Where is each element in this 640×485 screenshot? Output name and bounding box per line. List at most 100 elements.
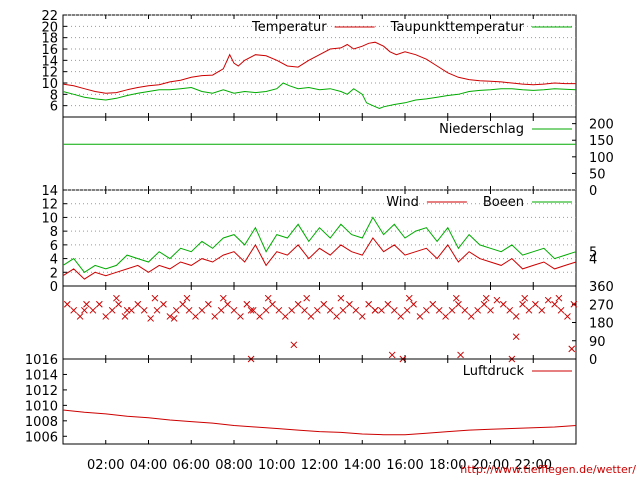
data-point (249, 306, 257, 314)
y-tick-label: 1008 (25, 415, 58, 430)
data-point (247, 306, 255, 314)
data-point (198, 306, 206, 314)
y-tick-label: 10 (41, 77, 58, 92)
data-point (307, 313, 315, 320)
data-point (555, 294, 563, 302)
data-point (113, 294, 120, 302)
data-point (89, 306, 97, 314)
data-point (281, 313, 289, 320)
y-tick-label: 0 (589, 184, 597, 199)
data-point (525, 306, 533, 314)
data-point (570, 300, 578, 308)
data-point (506, 306, 514, 314)
data-point (294, 300, 302, 308)
y-tick-label: 1014 (25, 368, 58, 383)
data-point (512, 313, 520, 320)
data-point (403, 306, 411, 314)
y-tick-label: 1006 (25, 430, 58, 445)
data-point (140, 306, 148, 314)
data-point (314, 306, 321, 314)
x-tick-label: 04:00 (130, 458, 167, 473)
y-tick-label: 22 (41, 9, 58, 24)
data-point (532, 300, 539, 308)
y-tick-label: 50 (589, 167, 606, 182)
data-point (564, 313, 571, 320)
panel-frame-wind-direction (62, 285, 577, 360)
data-point (243, 300, 251, 308)
data-point (183, 294, 191, 302)
data-point (544, 296, 552, 304)
data-point (333, 313, 340, 320)
data-point (166, 313, 174, 320)
data-point (108, 306, 116, 314)
y-tick-label: 14 (41, 184, 58, 199)
data-point (147, 315, 154, 322)
y-tick-label: 6 (50, 239, 58, 254)
data-point (290, 341, 298, 349)
data-point (405, 294, 413, 302)
right-tick-label: 4 (589, 253, 597, 268)
y-tick-label: 12 (41, 198, 58, 213)
data-point (115, 300, 122, 308)
data-point (237, 313, 244, 320)
data-point (416, 313, 424, 320)
y-tick-label: 20 (41, 20, 58, 35)
data-point (179, 300, 187, 308)
x-tick-label: 10:00 (258, 458, 295, 473)
data-point (320, 300, 328, 308)
y-tick-label: 12 (41, 66, 58, 81)
data-point (76, 313, 84, 320)
legend-label: Niederschlag (439, 122, 524, 137)
data-point (397, 313, 405, 320)
series-line-Luftdruck (62, 409, 577, 436)
data-point (487, 306, 494, 314)
data-point (538, 306, 546, 314)
x-tick-label: 08:00 (215, 458, 252, 473)
data-point (264, 294, 272, 302)
y-tick-label: 16 (41, 43, 58, 58)
y-tick-label: 360 (589, 280, 614, 295)
data-point (365, 300, 373, 308)
source-credit: http://www.tiefflegen.de/wetter/ (460, 463, 636, 476)
data-point (337, 294, 345, 302)
data-point (172, 306, 180, 314)
x-tick-label: 20:00 (472, 458, 509, 473)
data-point (256, 313, 264, 320)
data-point (474, 306, 482, 314)
data-point (303, 294, 311, 302)
series-line-Boeen (62, 216, 577, 273)
y-tick-label: 100 (589, 151, 614, 166)
y-tick-label: 0 (50, 280, 58, 295)
legend-label: Temperatur (251, 20, 327, 35)
y-tick-label: 1010 (25, 399, 58, 414)
data-point (557, 306, 565, 314)
data-point (217, 306, 225, 314)
data-point (519, 300, 526, 308)
data-point (467, 313, 475, 320)
data-point (378, 306, 385, 314)
x-tick-label: 16:00 (386, 458, 423, 473)
y-tick-label: 2 (50, 266, 58, 281)
data-point (192, 313, 199, 320)
y-tick-label: 10 (41, 211, 58, 226)
data-point (455, 300, 462, 308)
data-point (275, 306, 283, 314)
data-point (301, 306, 308, 314)
data-point (269, 300, 276, 308)
data-point (551, 300, 558, 308)
series-line-Taupunkttemperatur (62, 82, 577, 110)
legend-label: Luftdruck (463, 364, 525, 379)
y-tick-label: 0 (589, 353, 597, 368)
x-tick-label: 22:00 (515, 458, 552, 473)
data-point (123, 306, 131, 314)
data-point (390, 306, 398, 314)
y-tick-label: 14 (41, 54, 58, 69)
data-point (204, 300, 212, 308)
y-tick-label: 8 (50, 88, 58, 103)
data-point (170, 315, 178, 322)
data-point (461, 306, 469, 314)
y-tick-label: 6 (50, 100, 58, 115)
data-point (185, 306, 193, 314)
